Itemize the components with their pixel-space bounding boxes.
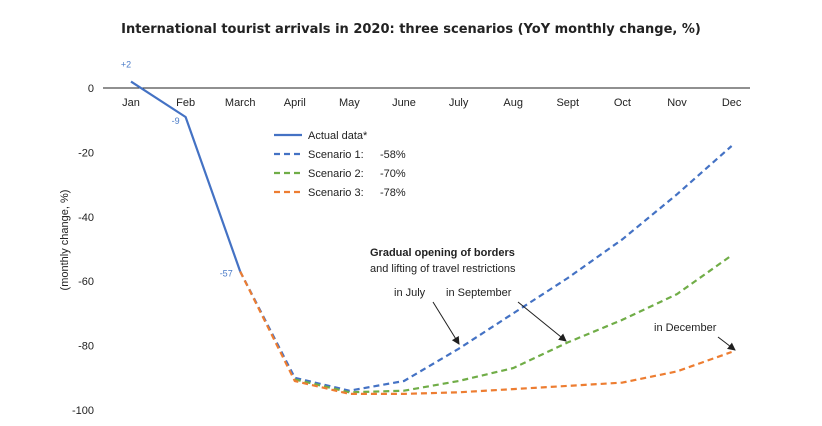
y-tick-label: -60 [78,276,94,288]
x-tick-label: Feb [176,97,195,109]
annotation-in-december: in December [654,322,717,334]
data-label: -57 [220,269,233,279]
data-label: +2 [121,60,131,70]
x-tick-label: March [225,97,256,109]
legend-label: Scenario 2: [308,168,364,180]
annotation-subheading: and lifting of travel restrictions [370,263,516,275]
x-tick-label: Dec [722,97,742,109]
annotation-in-september: in September [446,287,512,299]
y-tick-label: 0 [88,83,94,95]
legend-label: Scenario 3: [308,187,364,199]
annotation-heading: Gradual opening of borders [370,247,515,259]
arrow-december [717,336,736,351]
annotation-in-july: in July [394,287,426,299]
x-tick-label: April [284,97,306,109]
x-tick-label: June [392,97,416,109]
x-tick-label: Sept [556,97,579,109]
legend-label: Actual data* [308,130,368,142]
y-tick-label: -40 [78,212,94,224]
x-tick-label: Jan [122,97,140,109]
chart-title: International tourist arrivals in 2020: … [121,22,701,37]
data-label: -9 [172,116,180,126]
arrow-september [517,301,567,342]
legend-label: Scenario 1: [308,149,364,161]
x-tick-label: Nov [667,97,687,109]
legend-value: -78% [380,187,406,199]
y-tick-label: -80 [78,341,94,353]
y-tick-label: -100 [72,405,94,417]
series-line-3 [294,254,733,394]
x-tick-label: Aug [503,97,523,109]
legend-value: -58% [380,149,406,161]
x-tick-label: Oct [614,97,631,109]
arrow-july [432,301,460,345]
series-line-1 [130,80,242,272]
legend-value: -70% [380,168,406,180]
x-tick-label: July [449,97,469,109]
series-line-4 [239,271,732,395]
y-tick-label: -20 [78,147,94,159]
y-axis-label: (monthly change, %) [59,190,71,291]
x-tick-label: May [339,97,360,109]
